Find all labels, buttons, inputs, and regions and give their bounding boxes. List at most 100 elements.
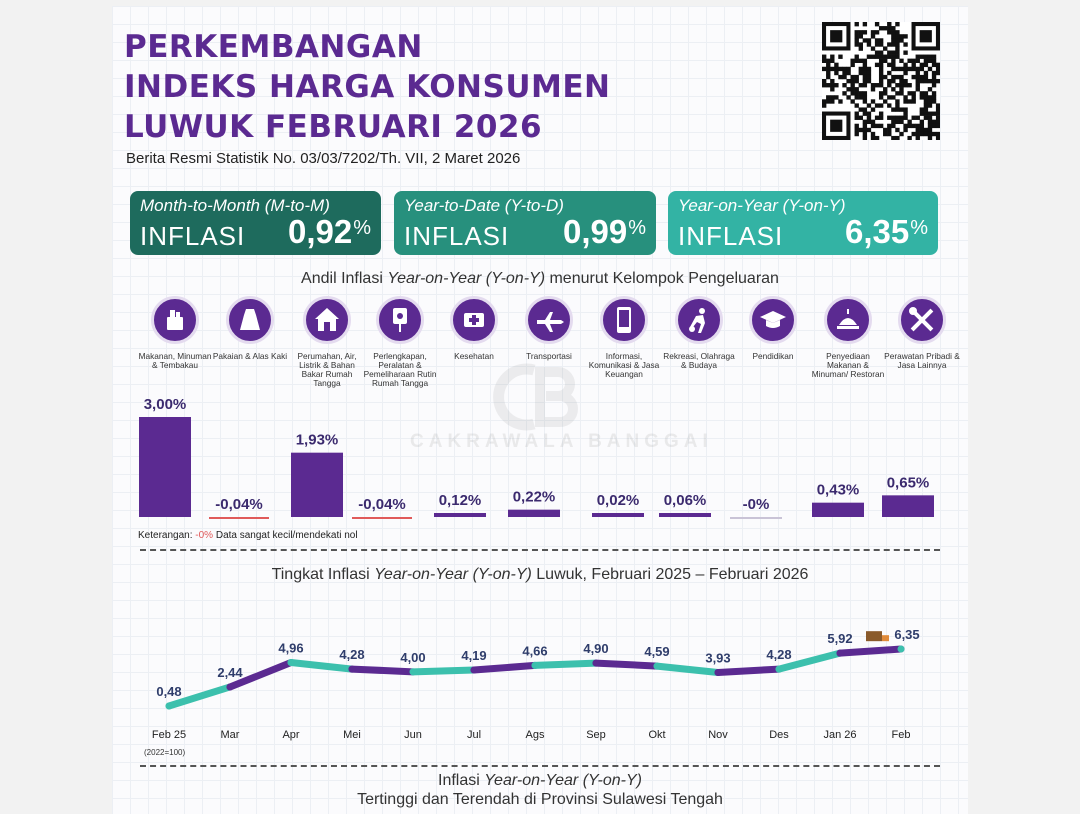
x-tick-12: Jan 26 <box>823 729 856 741</box>
category-label: Perawatan Pribadi & Jasa Lainnya <box>884 351 960 371</box>
category-label: Rekreasi, Olahraga & Budaya <box>663 351 735 371</box>
andil-title: Andil Inflasi Year-on-Year (Y-on-Y) menu… <box>301 270 779 287</box>
base-year-note: (2022=100) <box>144 748 186 757</box>
x-tick-7: Ags <box>526 729 545 741</box>
line-segment-7 <box>531 659 600 669</box>
bar-label-1: 3,00% <box>144 396 187 413</box>
line-label-6: 4,19 <box>461 648 486 663</box>
airplane-icon <box>525 296 573 344</box>
line-segment-9 <box>653 662 722 676</box>
x-tick-5: Jun <box>404 729 422 741</box>
line-label-10: 3,93 <box>705 650 730 665</box>
line-point-12 <box>836 649 844 657</box>
bar-8 <box>659 513 711 517</box>
mtm-inflation-card: Month-to-Month (M-to-M) INFLASI 0,92% <box>130 191 381 255</box>
category-8: Rekreasi, Olahraga & Budaya <box>661 296 737 370</box>
line-segment-4 <box>348 665 417 676</box>
line-segment-5 <box>409 666 478 676</box>
line-label-3: 4,96 <box>278 640 303 655</box>
mtm-inflasi-text: INFLASI <box>140 221 246 251</box>
yoy-label: Year-on-Year (Y-on-Y) <box>678 196 846 215</box>
x-tick-1: Feb 25 <box>152 729 186 741</box>
category-2: Pakaian & Alas Kaki <box>212 296 288 361</box>
dress-icon <box>226 296 274 344</box>
ytd-value: 0,99% <box>562 213 646 250</box>
line-label-1: 0,48 <box>156 684 181 699</box>
watermark-logo-icon <box>493 363 578 431</box>
bar-1 <box>139 417 191 517</box>
category-label: Makanan, Minuman & Tembakau <box>138 351 212 371</box>
line-label-12: 5,92 <box>827 631 852 646</box>
line-point-5 <box>409 668 417 676</box>
bar-3 <box>291 452 343 517</box>
infographic-sheet: PERKEMBANGAN INDEKS HARGA KONSUMEN LUWUK… <box>112 6 968 814</box>
category-label: Pakaian & Alas Kaki <box>212 351 288 361</box>
category-9: Pendidikan <box>735 296 811 361</box>
x-tick-13: Feb <box>892 729 911 741</box>
bar-label-5: 0,12% <box>439 492 482 509</box>
andil-bar-chart: 3,00% -0,04% 1,93% -0,04% 0,12% 0,22% 0,02% 0,0… <box>139 396 934 519</box>
medical-kit-icon <box>450 296 498 344</box>
bar-label-4: -0,04% <box>358 496 406 513</box>
x-tick-8: Sep <box>586 729 606 741</box>
line-segment-2 <box>226 658 295 691</box>
category-11: Perawatan Pribadi & Jasa Lainnya <box>884 296 960 370</box>
ytd-inflasi-text: INFLASI <box>404 221 510 251</box>
yoy-inflation-card: Year-on-Year (Y-on-Y) INFLASI 6,35% <box>668 191 938 255</box>
line-point-10 <box>714 668 722 676</box>
category-label: Perumahan, Air, Listrik & Bahan Bakar Ru… <box>297 351 357 389</box>
line-label-8: 4,90 <box>583 641 608 656</box>
qr-code-icon[interactable] <box>822 22 940 140</box>
line-label-4: 4,28 <box>339 647 364 662</box>
bar-label-6: 0,22% <box>513 489 556 506</box>
line-point-4 <box>348 665 356 673</box>
bar-label-10: 0,43% <box>817 482 860 499</box>
x-tick-3: Apr <box>282 729 299 741</box>
delivery-truck-icon <box>866 631 889 642</box>
line-point-7 <box>531 661 539 669</box>
bar-label-2: -0,04% <box>215 496 263 513</box>
bar-4 <box>352 517 412 519</box>
category-label: Pendidikan <box>752 351 794 361</box>
line-chart-title: Tingkat Inflasi Year-on-Year (Y-on-Y) Lu… <box>271 566 809 583</box>
x-tick-10: Nov <box>708 729 728 741</box>
line-segment-1 <box>165 683 234 710</box>
line-segment-10 <box>714 665 783 676</box>
line-point-8 <box>592 659 600 667</box>
line-segment-6 <box>470 661 539 674</box>
category-3: Perumahan, Air, Listrik & Bahan Bakar Ru… <box>289 296 365 389</box>
yoy-line-chart: 0,48 Feb 25 2,44 Mar 4,96 Apr 4,28 Mei 4,00 Jun 4,… <box>152 627 920 741</box>
category-1: Makanan, Minuman & Tembakau <box>137 296 213 370</box>
category-5: Kesehatan <box>436 296 512 361</box>
bar-5 <box>434 513 486 517</box>
bar-label-11: 0,65% <box>887 474 930 491</box>
title-line-1: PERKEMBANGAN <box>124 29 423 65</box>
bar-10 <box>812 502 864 517</box>
title-line-3: LUWUK FEBRUARI 2026 <box>124 109 543 145</box>
ytd-inflation-card: Year-to-Date (Y-to-D) INFLASI 0,99% <box>394 191 656 255</box>
subtitle: Berita Resmi Statistik No. 03/03/7202/Th… <box>126 150 521 167</box>
line-segment-3 <box>287 658 356 673</box>
line-segment-8 <box>592 659 661 670</box>
category-label: Informasi, Komunikasi & Jasa Keuangan <box>588 351 660 380</box>
bar-7 <box>592 513 644 517</box>
line-point-9 <box>653 662 661 670</box>
house-icon <box>303 296 351 344</box>
line-point-2 <box>226 683 234 691</box>
category-7: Informasi, Komunikasi & Jasa Keuangan <box>586 296 662 379</box>
yoy-inflasi-text: INFLASI <box>678 221 784 251</box>
mtm-label: Month-to-Month (M-to-M) <box>140 196 330 215</box>
bar-label-9: -0% <box>743 496 770 513</box>
bar-label-3: 1,93% <box>296 432 339 449</box>
category-label: Transportasi <box>526 351 572 361</box>
graduation-cap-icon <box>749 296 797 344</box>
watermark-text: CAKRAWALA BANGGAI <box>410 431 713 452</box>
line-segment-12 <box>836 645 905 657</box>
category-label: Kesehatan <box>454 351 494 361</box>
x-tick-11: Des <box>769 729 789 741</box>
divider <box>140 549 940 551</box>
line-point-3 <box>287 658 295 666</box>
category-label: Perlengkapan, Peralatan & Pemeliharaan R… <box>363 351 437 389</box>
x-tick-6: Jul <box>467 729 481 741</box>
line-label-5: 4,00 <box>400 650 425 665</box>
